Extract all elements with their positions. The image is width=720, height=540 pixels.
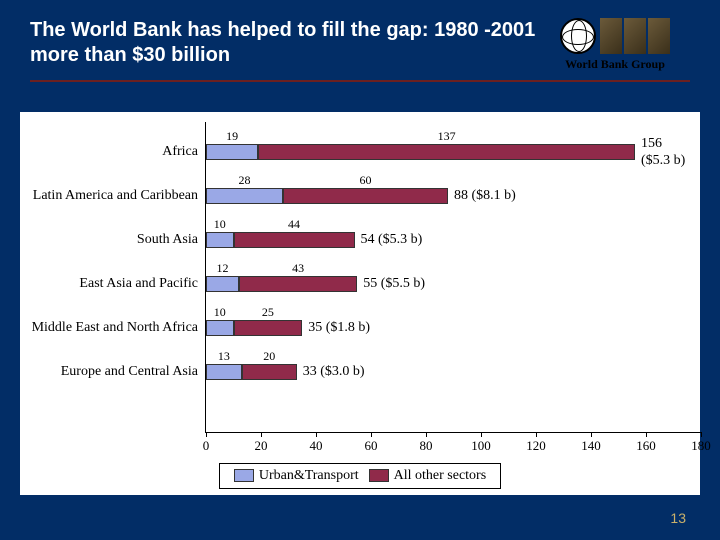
- x-tick: [701, 432, 702, 437]
- bar-segment-2: [283, 188, 448, 204]
- segment-value-label: 10: [214, 305, 226, 320]
- x-tick-label: 100: [471, 438, 491, 454]
- bar-segment-1: [206, 364, 242, 380]
- bar-segment-2: [234, 232, 355, 248]
- bar-segment-2: [239, 276, 357, 292]
- chart-plot: 020406080100120140160180Africa19137156($…: [205, 122, 701, 433]
- x-tick: [316, 432, 317, 437]
- segment-value-label: 13: [218, 349, 230, 364]
- category-label: East Asia and Pacific: [79, 276, 198, 292]
- segment-value-label: 10: [214, 217, 226, 232]
- category-label: South Asia: [137, 232, 198, 248]
- bar-segment-1: [206, 276, 239, 292]
- legend-label-2: All other sectors: [394, 468, 487, 483]
- category-label: Africa: [162, 144, 198, 160]
- segment-value-label: 25: [262, 305, 274, 320]
- segment-value-label: 44: [288, 217, 300, 232]
- bar-segment-1: [206, 188, 283, 204]
- x-tick-label: 80: [420, 438, 433, 454]
- category-label: Europe and Central Asia: [61, 364, 198, 380]
- x-tick-label: 160: [636, 438, 656, 454]
- category-label: Middle East and North Africa: [32, 320, 198, 336]
- segment-value-label: 137: [438, 129, 456, 144]
- bar-segment-1: [206, 320, 234, 336]
- logo-text: World Bank Group: [540, 57, 690, 72]
- legend-label-1: Urban&Transport: [259, 468, 359, 483]
- legend-swatch-2: [369, 469, 389, 482]
- bar-total-label: 156($5.3 b): [641, 136, 685, 170]
- x-tick-label: 120: [526, 438, 546, 454]
- segment-value-label: 28: [239, 173, 251, 188]
- x-tick: [591, 432, 592, 437]
- bar-segment-2: [242, 364, 297, 380]
- bar-total-label: 55 ($5.5 b): [363, 276, 425, 293]
- bar-total-label: 88 ($8.1 b): [454, 188, 516, 205]
- chart-legend: Urban&Transport All other sectors: [219, 463, 501, 489]
- segment-value-label: 43: [292, 261, 304, 276]
- x-tick: [426, 432, 427, 437]
- x-tick-label: 20: [255, 438, 268, 454]
- slide-title: The World Bank has helped to fill the ga…: [30, 18, 540, 68]
- logo-block: World Bank Group: [540, 18, 690, 72]
- bar-total-label: 54 ($5.3 b): [361, 232, 423, 249]
- chart-container: 020406080100120140160180Africa19137156($…: [20, 112, 700, 495]
- slide-header: The World Bank has helped to fill the ga…: [0, 0, 720, 76]
- x-tick: [536, 432, 537, 437]
- bar-segment-2: [234, 320, 303, 336]
- x-tick: [206, 432, 207, 437]
- page-number: 13: [670, 510, 686, 526]
- legend-swatch-1: [234, 469, 254, 482]
- x-tick-label: 180: [691, 438, 711, 454]
- bar-segment-1: [206, 232, 234, 248]
- x-tick-label: 40: [310, 438, 323, 454]
- bar-segment-1: [206, 144, 258, 160]
- photo-strip: [600, 18, 670, 54]
- header-rule: [30, 80, 690, 82]
- x-tick: [481, 432, 482, 437]
- segment-value-label: 20: [263, 349, 275, 364]
- bar-total-label: 35 ($1.8 b): [308, 320, 370, 337]
- x-tick: [261, 432, 262, 437]
- segment-value-label: 19: [226, 129, 238, 144]
- segment-value-label: 12: [217, 261, 229, 276]
- x-tick-label: 140: [581, 438, 601, 454]
- bar-total-label: 33 ($3.0 b): [303, 364, 365, 381]
- x-tick-label: 0: [203, 438, 210, 454]
- category-label: Latin America and Caribbean: [33, 188, 198, 204]
- segment-value-label: 60: [360, 173, 372, 188]
- x-tick: [646, 432, 647, 437]
- x-tick: [371, 432, 372, 437]
- bar-segment-2: [258, 144, 635, 160]
- globe-icon: [560, 18, 596, 54]
- x-tick-label: 60: [365, 438, 378, 454]
